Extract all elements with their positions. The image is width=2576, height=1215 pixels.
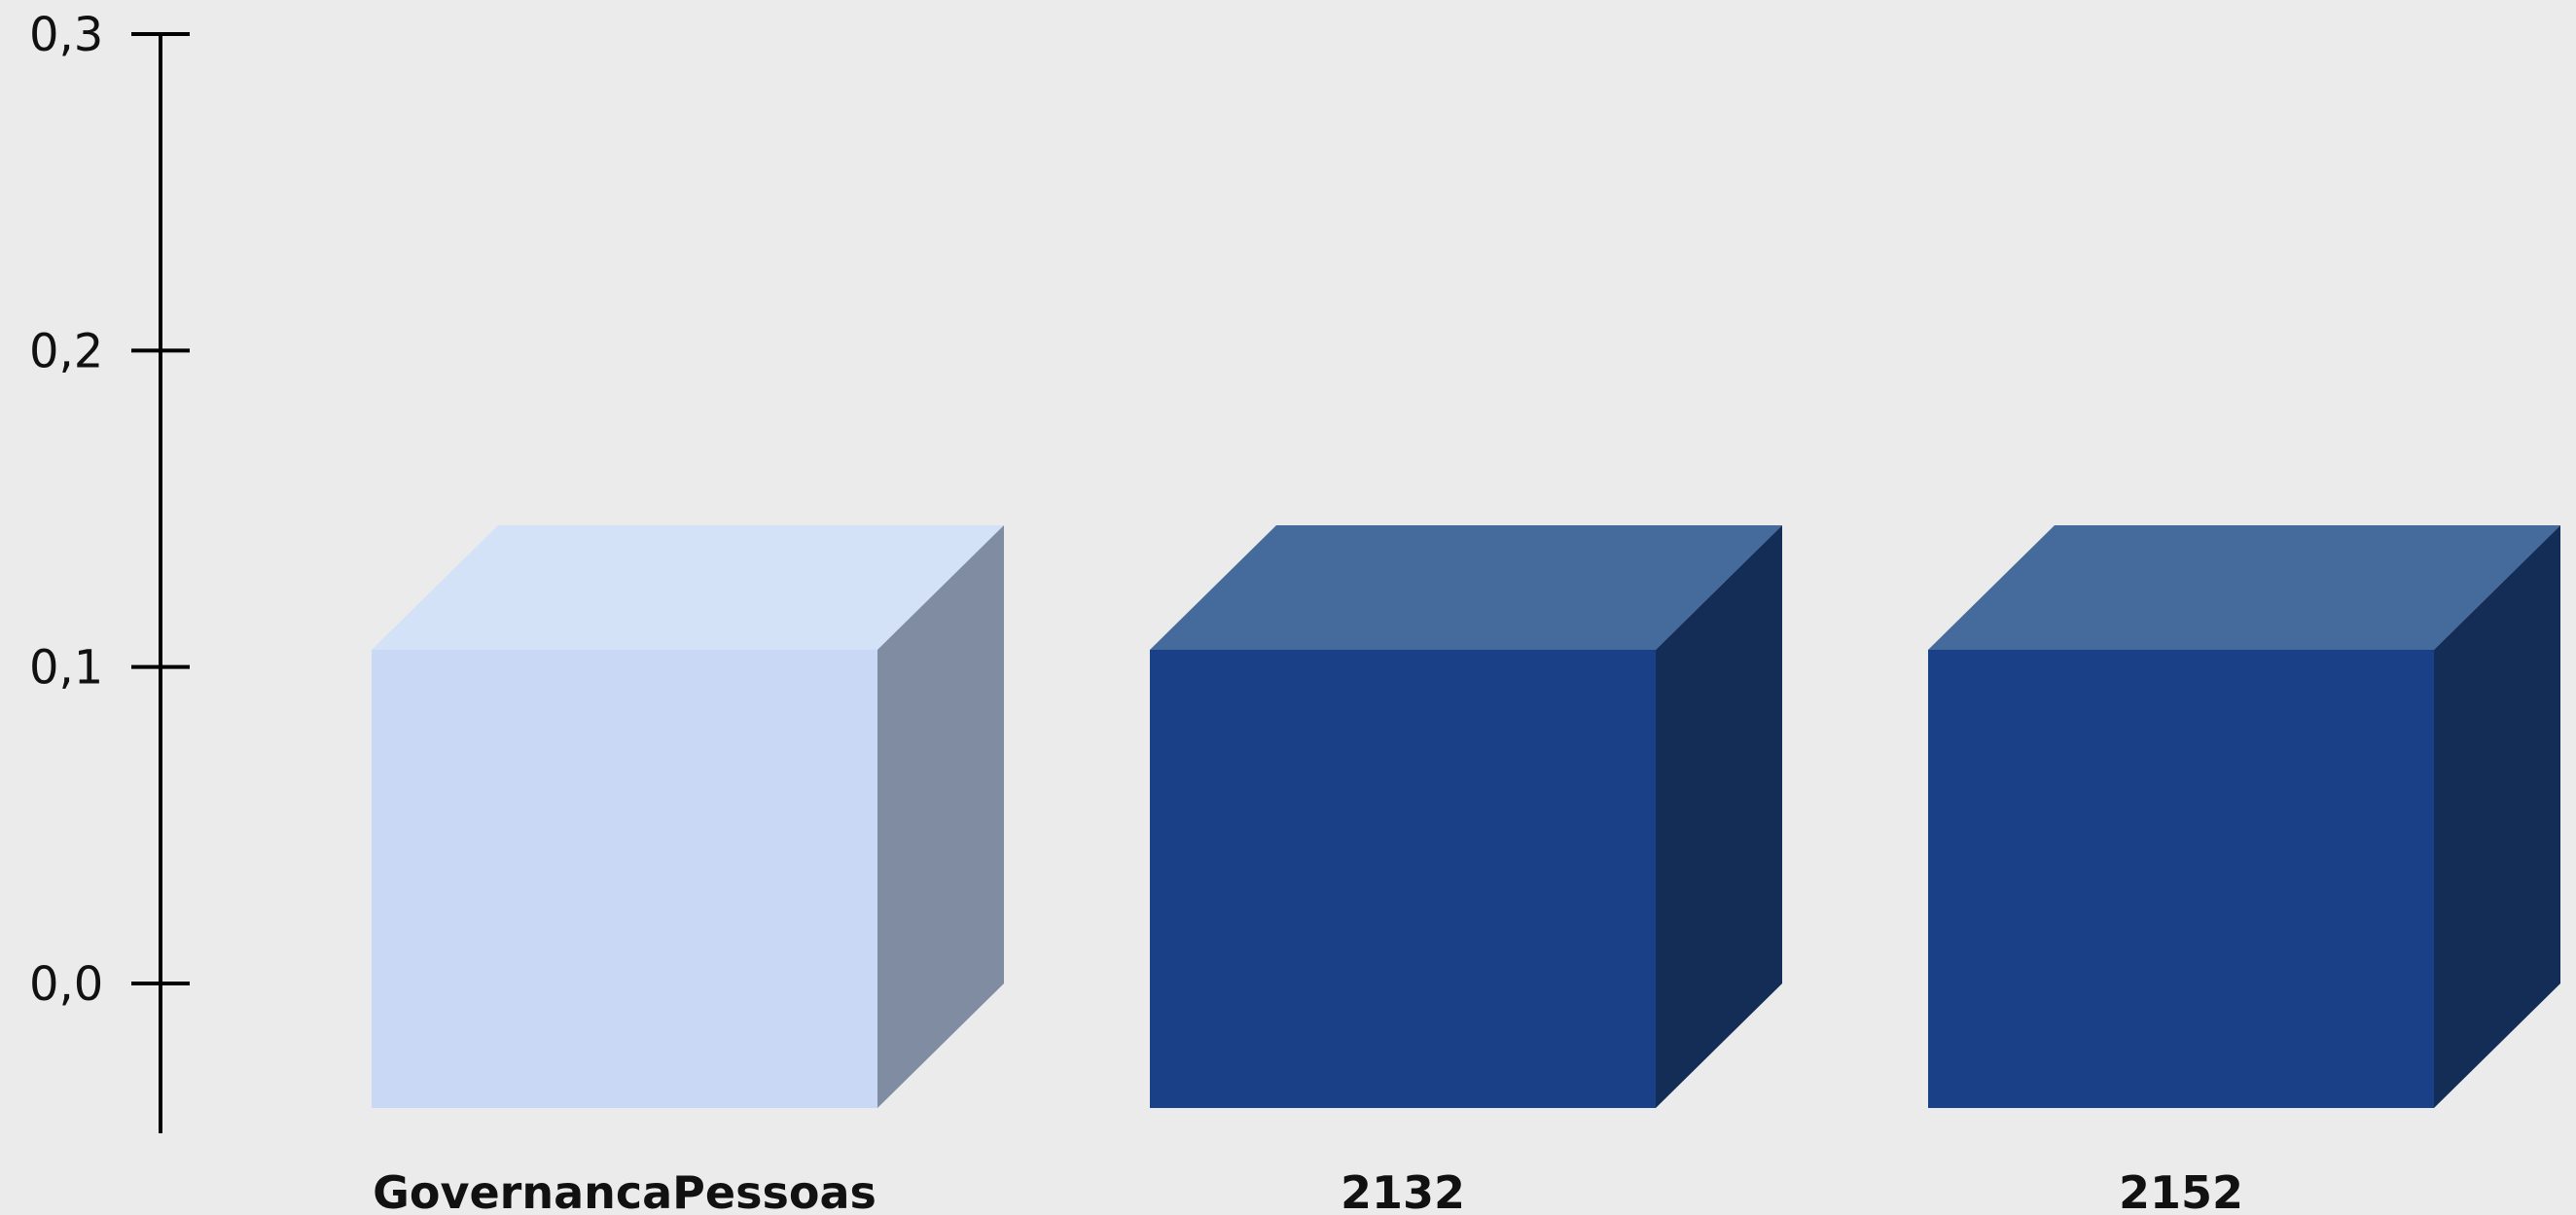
bar-side-face bbox=[2434, 525, 2560, 1108]
bar-top-face bbox=[1150, 525, 1782, 650]
bar-front-face bbox=[372, 650, 877, 1108]
category-labels-group: GovernancaPessoas 2132 2152 bbox=[373, 1166, 2243, 1215]
category-label: GovernancaPessoas bbox=[373, 1166, 877, 1215]
y-tick-label: 0,1 bbox=[29, 641, 103, 696]
y-tick-label: 0,3 bbox=[29, 8, 103, 62]
bar bbox=[1928, 525, 2560, 1108]
y-tick-label: 0,2 bbox=[29, 324, 103, 378]
bar-front-face bbox=[1928, 650, 2434, 1108]
bar-front-face bbox=[1150, 650, 1656, 1108]
bar bbox=[372, 525, 1004, 1108]
bar-side-face bbox=[1656, 525, 1782, 1108]
y-tick-label: 0,0 bbox=[29, 957, 103, 1012]
bars-group bbox=[372, 525, 2560, 1108]
y-ticks-group: 0,0 0,1 0,2 0,3 bbox=[29, 8, 190, 1012]
category-label: 2132 bbox=[1341, 1166, 1465, 1215]
bar-side-face bbox=[877, 525, 1004, 1108]
bar bbox=[1150, 525, 1782, 1108]
bar-top-face bbox=[1928, 525, 2560, 650]
bar-top-face bbox=[372, 525, 1004, 650]
category-label: 2152 bbox=[2119, 1166, 2243, 1215]
